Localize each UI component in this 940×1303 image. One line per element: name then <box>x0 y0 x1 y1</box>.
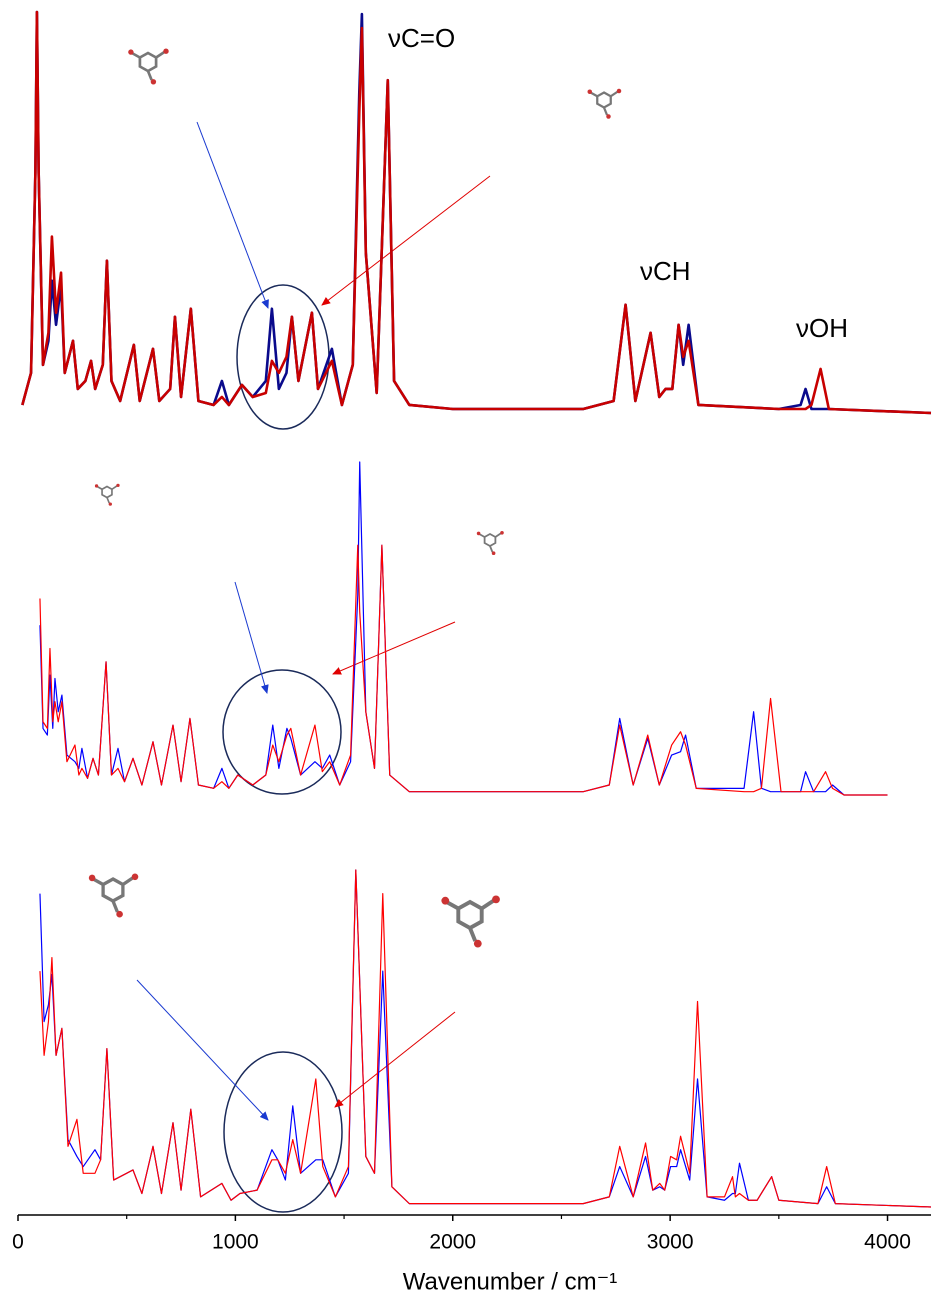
x-axis-label: Wavenumber / cm⁻¹ <box>403 1268 618 1295</box>
spectrum-line <box>40 870 931 1207</box>
highlight-circle <box>223 670 341 794</box>
chart: νC=O νCH νOH Wavenumber / cm⁻¹ 0 1000 2000… <box>0 0 940 1303</box>
highlight-circle <box>224 1052 342 1212</box>
spectrum-line <box>40 870 931 1207</box>
arrow <box>333 622 455 674</box>
x-tick-label: 3000 <box>647 1231 694 1254</box>
x-tick-label: 1000 <box>212 1231 259 1254</box>
x-tick-label: 0 <box>12 1231 24 1254</box>
annotation: νOH <box>796 313 848 343</box>
spectrum-line <box>22 12 931 413</box>
arrow <box>322 176 490 305</box>
arrow <box>235 582 267 693</box>
spectrum-line <box>40 462 888 795</box>
arrow <box>137 980 268 1120</box>
spectrum-line <box>40 545 888 795</box>
spectrum-line <box>22 12 931 413</box>
arrow <box>335 1012 455 1107</box>
x-tick-label: 4000 <box>864 1231 911 1254</box>
annotation: νCH <box>640 256 691 286</box>
arrow <box>197 122 268 308</box>
annotation: νC=O <box>388 23 455 53</box>
x-tick-label: 2000 <box>429 1231 476 1254</box>
